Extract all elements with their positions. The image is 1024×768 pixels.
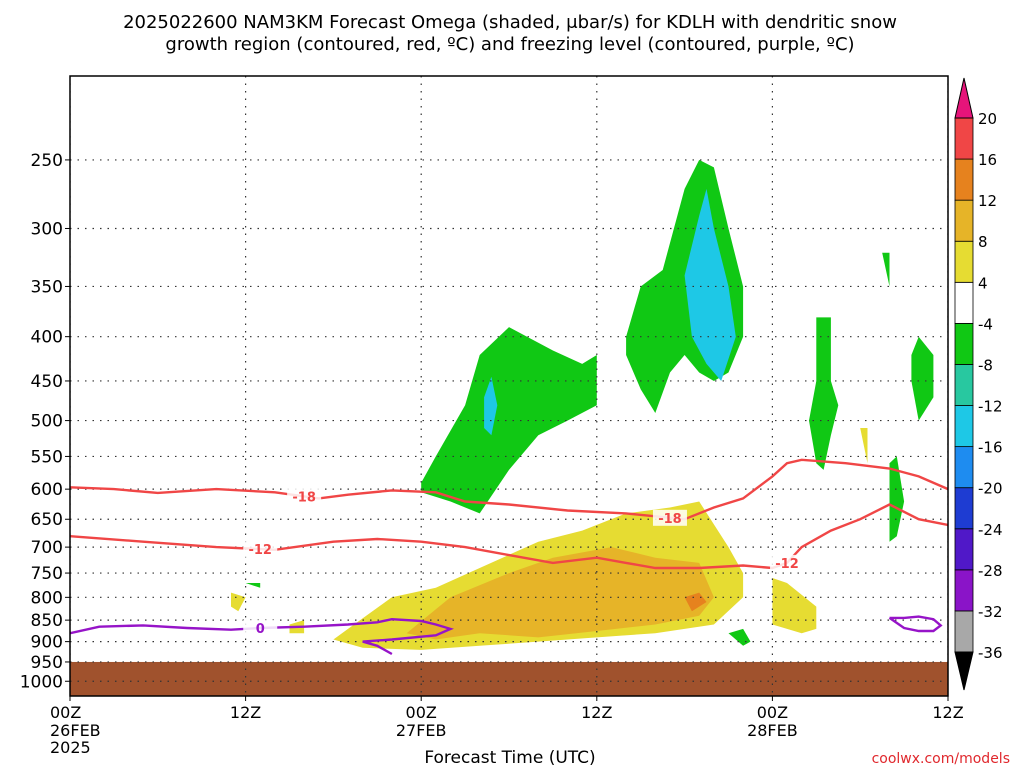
omega-region-15 [231,592,246,612]
terrain-surface [70,661,948,696]
colorbar-box--36 [954,610,974,653]
omega-region-6 [911,336,934,421]
colorbar-over-arrow [954,77,974,119]
isotherm-1 [70,503,948,570]
isotherm-label-bg-1-1 [770,554,805,571]
colorbar-label-4: 4 [978,274,988,292]
colorbar-box--24 [954,487,974,530]
colorbar-label--20: -20 [978,480,1003,498]
y-tick-label-700: 700 [31,538,63,558]
omega-region-9 [728,628,751,646]
y-tick-label-400: 400 [31,328,63,348]
colorbar-label--4: -4 [978,315,993,333]
colorbar-box--12 [954,364,974,406]
isotherm-label-1-1: -12 [775,557,799,572]
colorbar-box--20 [954,446,974,489]
x-tick-label-4: 00Z [757,703,788,722]
y-tick-label-1000: 1000 [20,672,63,692]
colorbar-label--36: -36 [978,644,1003,662]
x-tick-label-5: 12Z [932,703,963,722]
y-tick-label-750: 750 [31,564,63,584]
colorbar-box--32 [954,569,974,612]
x-tick-label-0: 00Z [50,703,81,722]
y-tick-label-650: 650 [31,510,63,530]
y-tick-label-600: 600 [31,480,63,500]
x-tick-label-2: 00Z [406,703,437,722]
colorbar-label--24: -24 [978,521,1003,539]
colorbar-label--16: -16 [978,439,1003,457]
isotherm-2 [70,617,454,656]
omega-region-11 [406,547,714,640]
colorbar-box-8 [954,199,974,242]
omega-region-8 [245,583,261,588]
colorbar-label-8: 8 [978,233,988,251]
colorbar-under-arrow [954,651,974,691]
isotherm-label-bg-2-0 [243,620,278,637]
chart-title-line1: 2025022600 NAM3KM Forecast Omega (shaded… [123,12,897,33]
omega-region-16 [860,428,868,464]
omega-region-13 [772,578,817,634]
x-tick-label-3: 12Z [581,703,612,722]
isotherm-label-0-1: -18 [658,512,682,527]
omega-region-7 [889,456,905,542]
isotherm-0 [70,458,948,521]
y-tick-label-500: 500 [31,412,63,432]
isotherm-label-bg-0-1 [652,509,687,526]
plot-frame [69,75,949,697]
isotherm-label-1-0: -12 [248,543,272,558]
colorbar-label--12: -12 [978,398,1003,416]
x-tick-label-1: 12Z [230,703,261,722]
y-tick-label-250: 250 [31,151,63,171]
isotherm-3 [888,615,943,633]
y-tick-label-900: 900 [31,633,63,653]
plot-area: -18 -18 -12 -12 0 [69,75,949,697]
omega-region-4 [809,317,839,470]
isotherm-label-0-0: -18 [292,490,316,505]
y-tick-label-950: 950 [31,653,63,673]
colorbar-label--32: -32 [978,603,1003,621]
colorbar-box-4 [954,240,974,283]
x-tick-date-4: 28FEB [747,721,798,740]
y-tick-label-350: 350 [31,277,63,297]
omega-region-0 [421,327,597,514]
isotherm-label-bg-0-0 [287,488,322,505]
source-credit[interactable]: coolwx.com/models [872,751,1010,767]
y-axis: 2503003504004505005506006507007508008509… [20,151,70,692]
y-tick-label-450: 450 [31,372,63,392]
isotherm-label-bg-1-0 [243,541,278,558]
omega-region-1 [484,376,498,436]
colorbar-box-12 [954,158,974,201]
colorbar-box--28 [954,528,974,571]
colorbar-box--4 [954,281,974,324]
omega-region-5 [882,252,890,287]
plot-content: -18 -18 -12 -12 0 [70,76,948,696]
colorbar-label-12: 12 [978,192,997,210]
colorbar-label--8: -8 [978,356,993,374]
colorbar-box--8 [954,322,974,365]
colorbar-box-16 [954,117,974,160]
colorbar-box--16 [954,405,974,448]
x-tick-year-0: 2025 [50,738,91,757]
x-tick-date-0: 26FEB [50,721,101,740]
y-tick-label-300: 300 [31,219,63,239]
y-tick-label-850: 850 [31,611,63,631]
isotherm-label-2-0: 0 [256,622,265,637]
y-tick-label-800: 800 [31,588,63,608]
x-tick-date-2: 27FEB [396,721,447,740]
colorbar-label-16: 16 [978,151,997,169]
colorbar-label--28: -28 [978,562,1003,580]
x-axis-label: Forecast Time (UTC) [424,748,595,768]
y-tick-label-550: 550 [31,447,63,467]
chart-title-line2: growth region (contoured, red, ºC) and f… [165,34,854,55]
colorbar-label-20: 20 [978,110,997,128]
omega-region-3 [684,188,736,381]
colorbar: -36 -32 -28 -24 -20 -16 -12 -8 -4 4 8 12 16 20 [954,77,1003,691]
